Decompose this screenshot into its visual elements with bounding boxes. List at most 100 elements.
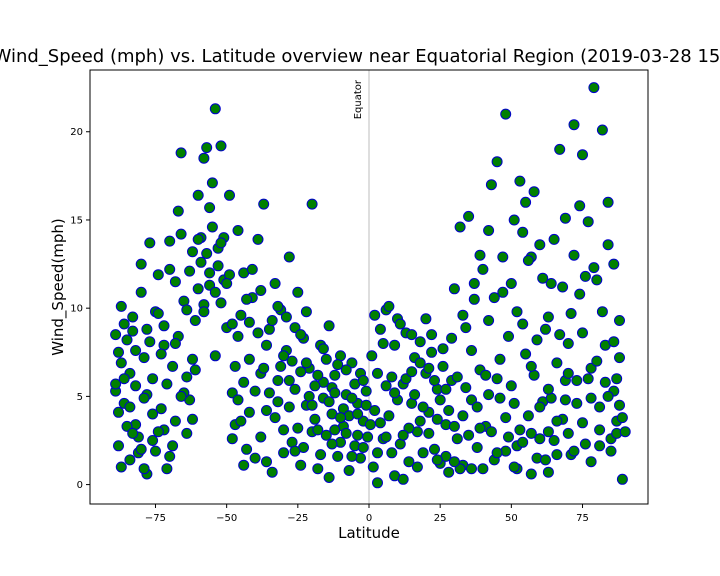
data-point [551,357,563,369]
data-point [577,327,588,339]
data-point [460,382,472,394]
data-point [460,322,472,334]
data-point [266,466,278,478]
data-point [585,392,597,404]
data-point [594,401,606,413]
data-point [226,387,238,399]
data-point [346,357,358,369]
data-point [346,450,358,462]
chart-title: Wind_Speed (mph) vs. Latitude overview n… [0,46,720,67]
data-point [588,82,600,94]
data-point [221,278,233,289]
data-point [113,406,124,418]
data-point [517,318,529,330]
x-tick-label: 50 [505,513,518,524]
data-point [158,320,170,332]
data-point [252,233,264,245]
data-point [591,355,603,367]
data-point [115,461,127,473]
y-tick-label: 10 [70,304,83,315]
data-point [429,375,440,386]
data-point [491,373,503,385]
data-point [280,311,292,323]
data-point [508,214,520,226]
equator-label: Equator [353,79,364,119]
data-point [454,463,466,475]
data-point [562,367,574,379]
data-point [423,427,435,439]
data-point [551,449,563,461]
data-point [517,226,529,238]
data-point [332,450,344,462]
data-point [380,380,392,392]
data-point [187,246,198,258]
data-point [483,225,495,236]
data-point [243,406,255,418]
data-point [204,267,216,279]
data-point [226,433,238,445]
data-point [397,429,409,441]
data-point [386,371,398,383]
data-point [189,315,201,326]
data-point [602,390,614,402]
data-point [263,387,275,399]
data-point [138,352,150,364]
data-point [320,353,332,365]
data-point [238,376,250,388]
data-point [175,228,187,240]
y-axis: 0 5 10 15 20 [70,127,90,491]
data-point [377,338,389,349]
data-point [577,149,588,161]
data-point [369,405,381,416]
data-point [241,293,253,305]
data-point [508,397,520,409]
data-point [534,239,546,251]
data-point [352,429,364,441]
data-point [480,369,492,381]
data-point [551,415,563,427]
data-point [594,440,606,452]
data-point [565,308,577,319]
data-point [181,304,193,316]
data-point [283,251,295,263]
x-tick-label: 75 [576,513,589,524]
data-point [571,397,583,409]
data-point [198,152,210,164]
data-point [559,212,571,224]
data-point [437,360,449,372]
data-point [215,297,227,309]
data-point [295,459,307,471]
data-point [483,315,495,326]
data-point [121,334,133,346]
data-point [138,392,150,404]
data-point [332,359,344,371]
data-point [414,357,426,369]
data-point [326,438,338,450]
data-point [113,440,124,452]
data-point [246,263,258,275]
data-point [124,454,136,466]
data-point [431,413,443,425]
data-point [261,339,272,351]
data-point [568,249,580,261]
data-point [283,375,295,386]
data-point [147,435,159,446]
data-point [508,461,520,473]
data-point [323,472,335,483]
data-point [443,405,455,416]
data-point [568,445,580,457]
data-point [414,415,426,427]
data-point [252,327,264,339]
data-point [602,196,614,208]
data-point [411,461,423,473]
data-point [295,329,307,341]
data-point [457,410,469,422]
equator-reference: Equator [353,70,370,504]
data-point [367,461,379,473]
data-point [531,334,543,346]
data-point [309,380,321,392]
data-point [110,378,122,390]
data-point [366,350,378,362]
data-point [369,309,381,321]
y-tick-label: 15 [70,215,83,226]
